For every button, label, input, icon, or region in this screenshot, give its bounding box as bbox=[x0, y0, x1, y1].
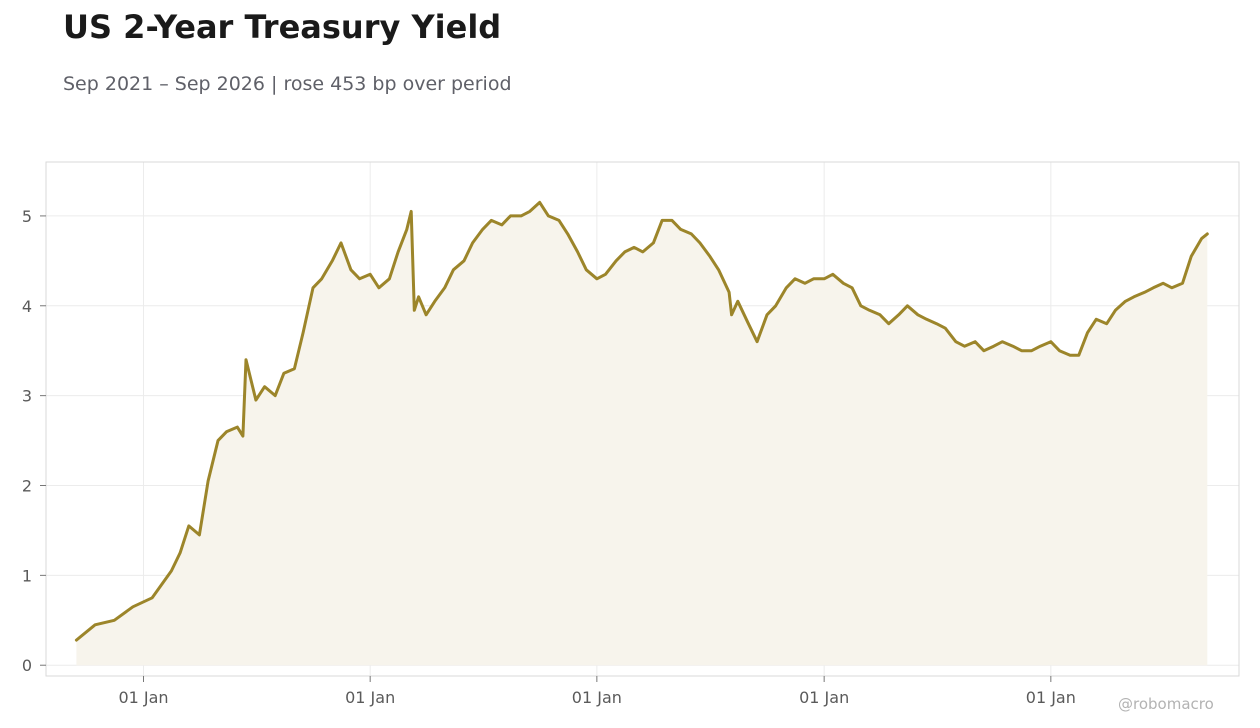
x-tick-label: 01 Jan bbox=[572, 688, 622, 707]
axis-ticks: 0 1 2 3 4 5 01 Jan 01 Jan 01 Jan 01 Jan 01 Jan bbox=[22, 207, 1076, 707]
plot-frame bbox=[45, 161, 1240, 677]
x-tick-label: 01 Jan bbox=[345, 688, 395, 707]
y-tick-label: 0 bbox=[22, 656, 32, 675]
chart-title: US 2-Year Treasury Yield bbox=[63, 8, 502, 46]
watermark: @robomacro bbox=[1118, 695, 1214, 713]
yield-area-fill bbox=[76, 202, 1208, 666]
chart-subtitle: Sep 2021 – Sep 2026 | rose 453 bp over p… bbox=[63, 73, 512, 95]
x-tick-label: 01 Jan bbox=[1026, 688, 1076, 707]
x-tick-label: 01 Jan bbox=[118, 688, 168, 707]
y-tick-label: 3 bbox=[22, 387, 32, 406]
y-tick-label: 4 bbox=[22, 297, 32, 316]
y-tick-label: 2 bbox=[22, 476, 32, 495]
yield-line bbox=[74, 200, 1209, 642]
y-tick-label: 5 bbox=[22, 207, 32, 226]
x-tick-label: 01 Jan bbox=[799, 688, 849, 707]
y-tick-label: 1 bbox=[22, 566, 32, 585]
